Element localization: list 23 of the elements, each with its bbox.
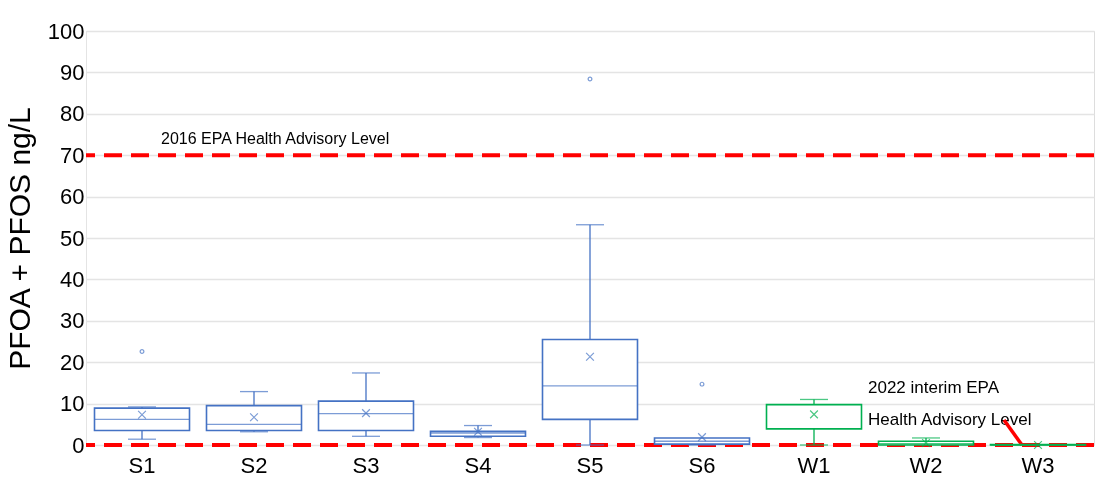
y-tick-label: 40: [60, 266, 85, 292]
ref-line-label: 2022 interim EPA Health Advisory Level: [868, 378, 1032, 429]
y-axis-title: PFOA + PFOS ng/L: [2, 107, 36, 370]
x-tick-label: W3: [1021, 452, 1055, 478]
x-tick-label: W2: [909, 452, 943, 478]
y-tick-label: 50: [60, 225, 85, 251]
x-tick-label: S4: [464, 452, 492, 478]
y-tick-label: 10: [60, 391, 85, 417]
y-tick-label: 20: [60, 349, 85, 375]
y-tick-label: 70: [60, 142, 85, 168]
y-tick-label: 30: [60, 308, 85, 334]
x-tick-label: S5: [576, 452, 604, 478]
y-tick-label: 60: [60, 184, 85, 210]
x-tick-label: S2: [240, 452, 268, 478]
x-tick-label: S1: [128, 452, 156, 478]
ref-line-label: 2016 EPA Health Advisory Level: [161, 130, 390, 148]
y-tick-label: 0: [72, 432, 85, 458]
x-tick-label: S3: [352, 452, 380, 478]
y-tick-label: 100: [47, 18, 85, 44]
x-tick-label: S6: [688, 452, 716, 478]
y-tick-label: 80: [60, 101, 85, 127]
x-tick-label: W1: [797, 452, 831, 478]
y-tick-label: 90: [60, 59, 85, 85]
